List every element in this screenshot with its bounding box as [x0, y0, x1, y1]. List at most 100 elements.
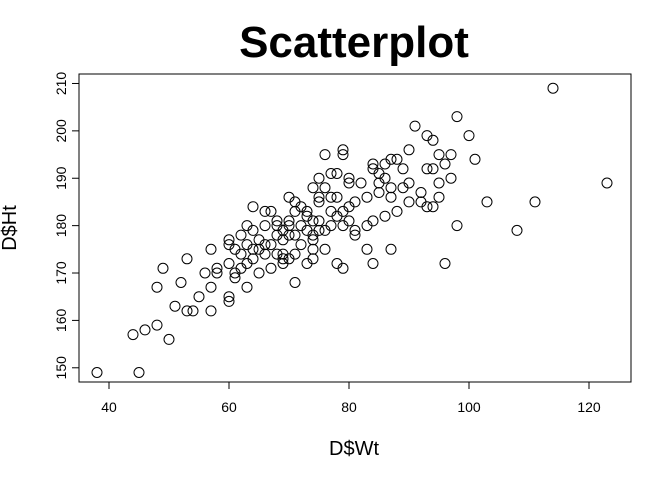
data-point [427, 163, 439, 175]
data-point [277, 253, 289, 265]
data-point [313, 215, 325, 227]
data-point [349, 224, 361, 236]
data-point [445, 149, 457, 161]
data-point [259, 220, 271, 232]
x-tick-label: 60 [221, 399, 237, 415]
data-point [427, 201, 439, 213]
data-point [385, 182, 397, 194]
x-axis: 40 60 80 100 120 [101, 381, 601, 415]
data-point [421, 201, 433, 213]
data-point [187, 305, 199, 317]
data-point [283, 229, 295, 241]
data-point [337, 149, 349, 161]
data-point [205, 281, 217, 293]
data-point [247, 224, 259, 236]
data-point [391, 153, 403, 165]
y-tick-label: 210 [53, 72, 69, 96]
data-point [403, 144, 415, 156]
data-point [451, 111, 463, 123]
x-tick-label: 100 [457, 399, 481, 415]
data-point [367, 258, 379, 269]
data-point [265, 205, 277, 217]
data-point [433, 191, 445, 203]
data-point [247, 201, 259, 213]
data-point [211, 262, 223, 274]
data-point [235, 229, 247, 241]
data-point [199, 267, 211, 279]
data-point [331, 168, 343, 179]
data-point [439, 258, 451, 269]
data-point [289, 277, 301, 288]
data-point [361, 191, 373, 203]
data-point [319, 182, 331, 194]
data-point [343, 177, 355, 189]
data-point [385, 243, 397, 255]
x-tick-label: 120 [577, 399, 601, 415]
data-point [127, 329, 139, 341]
y-axis-label: D$Ht [0, 205, 21, 251]
data-point [409, 120, 421, 132]
data-point [307, 215, 319, 227]
data-point [349, 196, 361, 208]
data-point [379, 172, 391, 184]
data-point [463, 130, 475, 142]
data-point [283, 215, 295, 227]
data-point [181, 305, 193, 317]
data-point [205, 305, 217, 317]
y-tick-label: 170 [53, 261, 69, 285]
data-point [385, 191, 397, 203]
data-point [325, 191, 337, 203]
y-tick-label: 190 [53, 166, 69, 190]
data-point [529, 196, 541, 208]
data-point [241, 281, 253, 293]
data-point [247, 253, 259, 265]
data-point [547, 82, 559, 94]
data-point [319, 149, 331, 161]
data-point [343, 172, 355, 184]
data-point [421, 163, 433, 175]
data-point [223, 295, 235, 307]
data-point [313, 172, 325, 184]
data-point [253, 267, 265, 279]
data-point [337, 144, 349, 156]
data-point [433, 149, 445, 161]
data-point [265, 262, 277, 274]
data-point [337, 262, 349, 274]
data-point [313, 191, 325, 203]
chart-title: Scatterplot [239, 18, 469, 67]
data-point [427, 134, 439, 146]
data-point [211, 267, 223, 279]
data-point [511, 224, 523, 236]
data-point [307, 182, 319, 194]
data-point [265, 239, 277, 251]
data-point [313, 196, 325, 208]
x-tick-label: 80 [341, 399, 357, 415]
data-point [367, 158, 379, 170]
data-point [355, 177, 367, 189]
data-point [481, 196, 493, 208]
data-point [325, 220, 337, 232]
data-point [325, 168, 337, 179]
data-point [601, 177, 613, 189]
plot-frame [78, 73, 632, 383]
data-point [133, 367, 145, 378]
data-point [259, 205, 271, 217]
data-point [139, 324, 151, 336]
data-point [397, 163, 409, 175]
data-point [307, 243, 319, 255]
data-point [235, 248, 247, 260]
data-point [385, 153, 397, 165]
data-point [295, 239, 307, 251]
data-point [313, 224, 325, 236]
y-tick-label: 160 [53, 309, 69, 333]
data-point [403, 196, 415, 208]
data-point [439, 158, 451, 170]
y-tick-label: 200 [53, 119, 69, 143]
y-axis: 150 160 170 180 190 200 210 [53, 72, 80, 379]
x-axis-label: D$Wt [329, 438, 379, 460]
data-point [403, 177, 415, 189]
data-point [391, 205, 403, 217]
data-point [175, 277, 187, 288]
data-point [229, 272, 241, 284]
